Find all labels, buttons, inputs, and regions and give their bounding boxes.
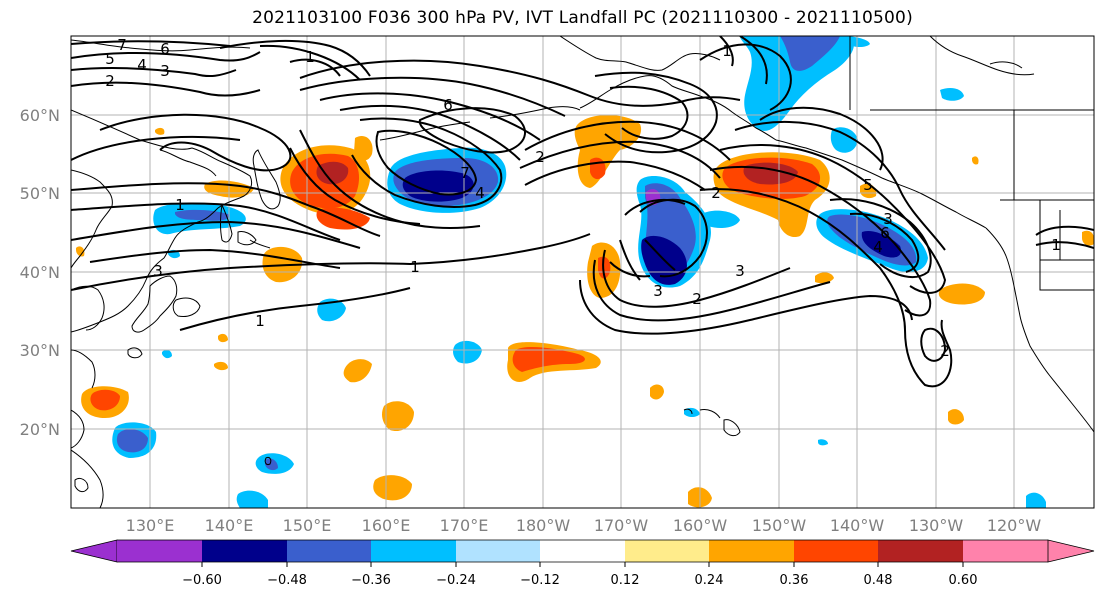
- contour-label: 2: [105, 72, 115, 90]
- contour-label: 2: [711, 184, 721, 202]
- longitude-labels: 130°E 140°E 150°E 160°E 170°E 180°W 170°…: [126, 516, 1042, 535]
- lat-label-60n: 60°N: [20, 106, 60, 125]
- lon-label-170w: 170°W: [594, 516, 649, 535]
- lon-label-140e: 140°E: [205, 516, 254, 535]
- lon-label-130w: 130°W: [909, 516, 964, 535]
- colorbar-segment: [794, 540, 878, 562]
- map-frame: [70, 35, 1095, 509]
- contour-label: 1: [1051, 236, 1061, 254]
- lon-label-180w: 180°W: [516, 516, 571, 535]
- contour-label: 7: [460, 164, 470, 182]
- colorbar-ticks: [201, 562, 964, 567]
- lon-label-130e: 130°E: [126, 516, 175, 535]
- contour-label: 7: [117, 36, 127, 54]
- contour-label: 3: [153, 262, 163, 280]
- contour-label: 6: [160, 40, 170, 58]
- colorbar-segment: [456, 540, 540, 562]
- contour-label: 1: [255, 312, 265, 330]
- colorbar-segment: [202, 540, 287, 562]
- latitude-labels: 60°N 50°N 40°N 30°N 20°N: [20, 106, 60, 439]
- lon-label-150w: 150°W: [752, 516, 807, 535]
- colorbar-extend-low: [70, 539, 118, 563]
- contour-label: 3: [735, 262, 745, 280]
- contour-label: 1: [305, 48, 315, 66]
- contour-label: 4: [137, 56, 147, 74]
- ivt-contours: [71, 36, 1094, 388]
- lat-label-40n: 40°N: [20, 263, 60, 282]
- contour-label: 6: [880, 224, 890, 242]
- colorbar-tick-label: −0.36: [351, 573, 391, 588]
- colorbar-segment: [371, 540, 456, 562]
- colorbar-tick-label: 0.24: [695, 573, 724, 588]
- coastlines: [71, 36, 1094, 508]
- colorbar-segment: [878, 540, 963, 562]
- lon-label-120w: 120°W: [987, 516, 1042, 535]
- lon-label-160e: 160°E: [362, 516, 411, 535]
- colorbar: −0.60 −0.48 −0.36 −0.24 −0.12 0.12 0.24 …: [70, 539, 1095, 588]
- contour-label: 1: [410, 258, 420, 276]
- contour-label: 1: [722, 42, 732, 60]
- colorbar-tick-label: −0.24: [436, 573, 476, 588]
- contour-label: 2: [940, 342, 950, 360]
- contour-label: 3: [160, 62, 170, 80]
- colorbar-outline: [117, 539, 1048, 563]
- colorbar-tick-label: −0.48: [267, 573, 307, 588]
- colorbar-tick-label: 0.36: [780, 573, 809, 588]
- colorbar-segment: [117, 540, 202, 562]
- colorbar-segment: [963, 540, 1048, 562]
- contour-label: 6: [443, 96, 453, 114]
- contour-label: 5: [105, 50, 115, 68]
- graticule: [71, 36, 1094, 508]
- contour-label: 4: [873, 238, 883, 256]
- contour-label: 2: [692, 290, 702, 308]
- contour-label: 5: [863, 176, 873, 194]
- contour-label: 2: [535, 148, 545, 166]
- colorbar-tick-label: 0.12: [611, 573, 640, 588]
- contour-label: 3: [883, 210, 893, 228]
- lon-label-160w: 160°W: [673, 516, 728, 535]
- colorbar-segment: [540, 540, 625, 562]
- colorbar-tick-label: 0.60: [949, 573, 978, 588]
- colorbar-tick-label: 0.48: [864, 573, 893, 588]
- lon-label-170e: 170°E: [440, 516, 489, 535]
- colorbar-tick-label: −0.12: [520, 573, 560, 588]
- contour-label: 4: [475, 184, 485, 202]
- lon-label-150e: 150°E: [283, 516, 332, 535]
- colorbar-extend-high: [1047, 539, 1095, 563]
- contour-label-group: 7 6 5 4 3 2 1 1 1 3 1 6 7 4 2 1 3 2 3 2 …: [105, 36, 1061, 360]
- contour-label: 3: [653, 282, 663, 300]
- colorbar-segment: [709, 540, 794, 562]
- colorbar-segment: [287, 540, 371, 562]
- lat-label-30n: 30°N: [20, 341, 60, 360]
- lat-label-20n: 20°N: [20, 420, 60, 439]
- lat-label-50n: 50°N: [20, 184, 60, 203]
- colorbar-segment: [625, 540, 709, 562]
- colorbar-tick-label: −0.60: [182, 573, 222, 588]
- contour-label: 1: [175, 196, 185, 214]
- figure-title: 2021103100 F036 300 hPa PV, IVT Landfall…: [252, 8, 913, 28]
- lon-label-140w: 140°W: [830, 516, 885, 535]
